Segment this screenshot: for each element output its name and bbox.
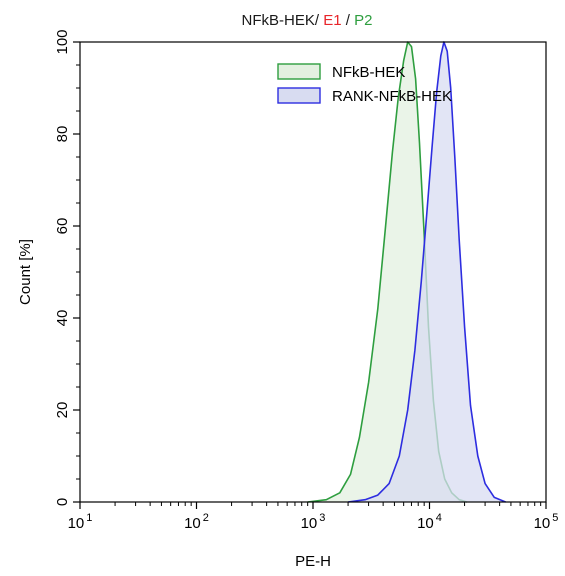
plot-frame (79, 41, 547, 503)
x-tick-label: 10 2 (184, 512, 209, 532)
title-part-0: NFkB-HEK/ (242, 12, 324, 29)
x-tick-label: 10 4 (417, 512, 442, 532)
series-area-1 (348, 42, 506, 502)
y-axis: 0 20 40 60 80 100 (54, 29, 80, 506)
series-layer (307, 41, 506, 503)
legend-swatch (277, 87, 321, 104)
title-part-2: / (342, 12, 355, 29)
series-line-1 (347, 41, 506, 503)
y-axis-title: Count [%] (17, 239, 34, 305)
y-tick-label: 60 (54, 218, 71, 235)
legend-swatch (277, 63, 321, 80)
x-axis-title: PE-H (295, 553, 331, 570)
title-part-1: E1 (323, 12, 341, 29)
y-tick-label: 40 (54, 310, 71, 327)
x-tick-label: 10 3 (301, 512, 326, 532)
legend-label: RANK-NFkB-HEK (332, 88, 452, 105)
y-tick-label: 20 (54, 402, 71, 419)
x-tick-label: 10 1 (68, 512, 93, 532)
title-part-3: P2 (354, 12, 372, 29)
legend: NFkB-HEK RANK-NFkB-HEK (277, 63, 452, 105)
legend-label: NFkB-HEK (332, 64, 405, 81)
x-tick-label: 10 5 (534, 512, 559, 532)
x-axis: 10 1 10 2 10 3 10 4 10 5 (68, 502, 559, 532)
y-tick-label: 0 (54, 498, 71, 506)
y-tick-label: 80 (54, 126, 71, 143)
plot-area (79, 41, 547, 503)
y-tick-label: 100 (54, 29, 71, 54)
chart-title: NFkB-HEK/ E1 / P2 (242, 12, 373, 29)
